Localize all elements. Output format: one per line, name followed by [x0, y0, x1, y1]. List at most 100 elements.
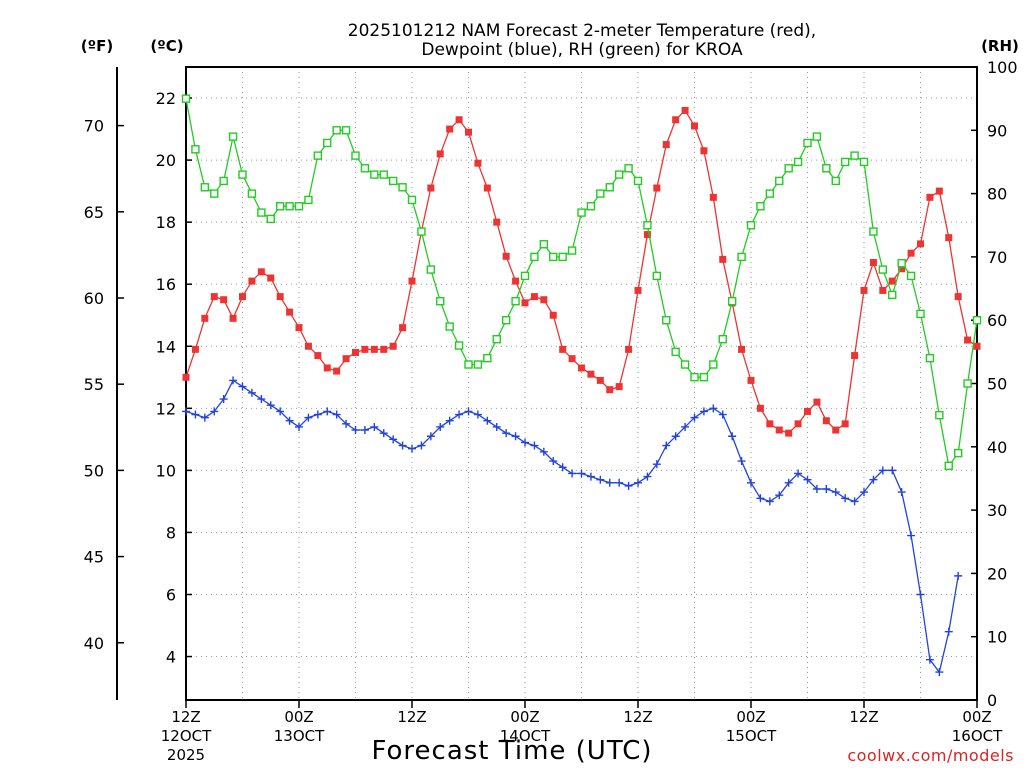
- temperature-point: [483, 184, 491, 192]
- chart-title-line2: Dewpoint (blue), RH (green) for KROA: [421, 40, 743, 60]
- temperature-point: [691, 122, 698, 130]
- dewpoint-point: [521, 438, 529, 447]
- rh-point: [662, 316, 671, 325]
- temperature-point: [267, 274, 275, 282]
- x-tick-label-date: 14OCT: [500, 727, 551, 745]
- rh-point: [275, 202, 285, 211]
- rh-tick-label: 90: [987, 121, 1007, 140]
- dewpoint-point: [530, 441, 539, 450]
- dewpoint-point: [747, 478, 755, 487]
- dewpoint-point: [417, 441, 426, 450]
- rh-point: [614, 170, 624, 179]
- temperature-point: [474, 159, 482, 167]
- dewpoint-point: [671, 432, 680, 441]
- temperature-point: [314, 352, 322, 360]
- rh-point: [953, 448, 963, 458]
- temperature-point: [276, 293, 284, 301]
- dewpoint-point: [455, 410, 464, 419]
- temperature-point: [832, 426, 840, 434]
- rh-point: [718, 334, 727, 344]
- rh-tick-label: 20: [987, 564, 1007, 583]
- temperature-point: [380, 345, 388, 353]
- rh-point: [228, 132, 238, 141]
- x-tick-label-time: 00Z: [962, 708, 991, 726]
- dewpoint-point: [634, 478, 642, 487]
- chart-title-line1: 2025101212 NAM Forecast 2-meter Temperat…: [348, 21, 816, 41]
- rh-point: [360, 164, 370, 173]
- dewpoint-point: [878, 466, 887, 475]
- rh-point: [756, 202, 765, 211]
- rh-point: [473, 360, 483, 369]
- temperature-point: [248, 277, 256, 285]
- fahrenheit-tick-label: 40: [84, 634, 104, 653]
- rh-point: [690, 372, 699, 382]
- temperature-point: [964, 336, 972, 344]
- rh-point: [906, 271, 916, 281]
- celsius-tick-label: 4: [166, 648, 176, 667]
- temperature-point: [653, 184, 661, 192]
- rh-point: [483, 353, 492, 363]
- unit-celsius-label: (ºC): [150, 37, 183, 55]
- rh-tick-label: 0: [987, 691, 997, 710]
- temperature-point: [869, 258, 877, 266]
- dewpoint-point: [935, 668, 944, 677]
- temperature-point: [587, 370, 595, 378]
- rh-point: [793, 157, 803, 167]
- dewpoint-point: [558, 463, 567, 472]
- dewpoint-point: [643, 472, 652, 481]
- dewpoint-point: [841, 494, 850, 503]
- temperature-point: [201, 314, 209, 322]
- rh-point: [247, 189, 257, 198]
- dewpoint-point: [332, 410, 341, 419]
- temperature-point: [512, 277, 520, 285]
- celsius-tick-label: 8: [166, 523, 176, 542]
- rh-point: [643, 221, 652, 230]
- celsius-tick-label: 10: [156, 461, 176, 480]
- rh-point: [671, 347, 680, 357]
- rh-tick-label: 80: [987, 185, 1007, 204]
- rh-point: [840, 157, 850, 167]
- temperature-point: [898, 265, 906, 273]
- temperature-point: [182, 373, 190, 381]
- temperature-point: [662, 141, 670, 149]
- rh-point: [897, 259, 906, 268]
- dewpoint-point: [615, 478, 624, 487]
- rh-point: [426, 265, 436, 274]
- x-tick-label-year: 2025: [167, 746, 205, 764]
- dewpoint-point: [502, 429, 511, 438]
- fahrenheit-tick-label: 45: [84, 548, 104, 567]
- dewpoint-point: [756, 494, 765, 503]
- dewpoint-point: [662, 441, 671, 450]
- temperature-point: [596, 376, 604, 384]
- temperature-point: [766, 420, 774, 428]
- temperature-point: [493, 218, 501, 226]
- rh-point: [577, 208, 586, 217]
- dewpoint-point: [860, 488, 868, 497]
- dewpoint-point: [812, 485, 821, 493]
- temperature-point: [502, 252, 510, 260]
- temperature-point: [973, 342, 981, 350]
- rh-point: [304, 195, 313, 205]
- dewpoint-point: [831, 488, 840, 497]
- rh-point: [596, 189, 605, 198]
- celsius-tick-label: 20: [156, 151, 176, 170]
- rh-point: [200, 183, 210, 192]
- rh-point: [878, 265, 888, 274]
- rh-point: [417, 227, 426, 236]
- temperature-point: [540, 296, 548, 304]
- rh-tick-label: 70: [987, 248, 1007, 267]
- x-tick-label-date: 16OCT: [952, 727, 1003, 745]
- rh-point: [567, 246, 577, 255]
- rh-point: [511, 297, 520, 306]
- rh-point: [888, 290, 897, 300]
- temperature-point: [549, 311, 557, 319]
- rh-point: [501, 316, 511, 325]
- rh-point: [963, 379, 972, 388]
- rh-point: [370, 170, 379, 179]
- dewpoint-point: [850, 497, 859, 506]
- dewpoint-point: [916, 590, 925, 599]
- rh-point: [633, 176, 643, 186]
- dewpoint-point: [888, 466, 897, 475]
- dewpoint-point: [586, 472, 595, 481]
- dewpoint-point: [398, 441, 407, 450]
